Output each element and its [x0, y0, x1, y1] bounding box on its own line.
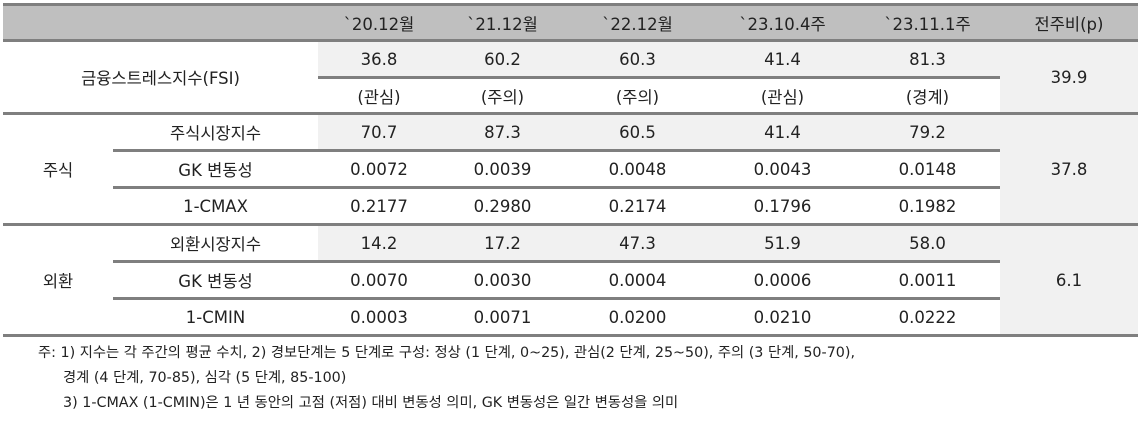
- fsi-value: 60.2: [440, 40, 565, 78]
- cell: 0.0200: [565, 297, 710, 337]
- cell: 0.0210: [710, 297, 855, 337]
- cell: 51.9: [710, 224, 855, 262]
- cell: 0.0148: [855, 149, 1000, 188]
- fsi-value-row: 금융스트레스지수(FSI) 36.8 60.2 60.3 41.4 81.3 3…: [3, 40, 1138, 115]
- header-col-23104: `23.10.4주: [710, 3, 855, 42]
- financial-stress-index-table: `20.12월 `21.12월 `22.12월 `23.10.4주 `23.11…: [3, 3, 1138, 337]
- fsi-level: (주의): [440, 76, 565, 115]
- cell: 41.4: [710, 113, 855, 151]
- fsi-value: 81.3: [855, 40, 1000, 78]
- cell: 0.0048: [565, 149, 710, 188]
- cell: 70.7: [318, 113, 440, 151]
- cell: 0.0072: [318, 149, 440, 188]
- row-label: 외환시장지수: [169, 235, 262, 254]
- row-label: 1-CMIN: [113, 297, 318, 337]
- cell: 47.3: [565, 224, 710, 262]
- header-col-2012: `20.12월: [318, 3, 440, 42]
- cell: 0.0006: [710, 260, 855, 299]
- row-label: GK 변동성: [113, 260, 318, 299]
- fsi-level: (주의): [565, 76, 710, 115]
- stock-gk-row: GK 변동성 0.0072 0.0039 0.0048 0.0043 0.014…: [3, 149, 1138, 188]
- fsi-label: 금융스트레스지수(FSI): [3, 40, 318, 115]
- fx-section-label: 외환: [3, 224, 113, 337]
- cell: 0.0011: [855, 260, 1000, 299]
- cell: 0.1982: [855, 186, 1000, 226]
- cell: 0.0070: [318, 260, 440, 299]
- fx-gk-row: GK 변동성 0.0070 0.0030 0.0004 0.0006 0.001…: [3, 260, 1138, 299]
- cell: 79.2: [855, 113, 1000, 151]
- header-col-23111: `23.11.1주: [855, 3, 1000, 42]
- cell: 0.2177: [318, 186, 440, 226]
- cell: 58.0: [855, 224, 1000, 262]
- cell: 0.2174: [565, 186, 710, 226]
- cell: 0.0003: [318, 297, 440, 337]
- header-col-change: 전주비(p): [1000, 3, 1138, 42]
- cell: 0.0071: [440, 297, 565, 337]
- cell: 87.3: [440, 113, 565, 151]
- stock-section-label: 주식: [3, 113, 113, 226]
- cell: 0.0004: [565, 260, 710, 299]
- cell: 0.1796: [710, 186, 855, 226]
- fx-cmin-row: 1-CMIN 0.0003 0.0071 0.0200 0.0210 0.022…: [3, 297, 1138, 337]
- cell: 0.0030: [440, 260, 565, 299]
- fsi-level-row: (관심) (주의) (주의) (관심) (경계): [3, 76, 1138, 115]
- footnotes: 주: 1) 지수는 각 주간의 평균 수치, 2) 경보단계는 5 단계로 구성…: [38, 341, 855, 416]
- header-col-2112: `21.12월: [440, 3, 565, 42]
- stock-change: 37.8: [1000, 113, 1138, 226]
- footnote-line-1: 주: 1) 지수는 각 주간의 평균 수치, 2) 경보단계는 5 단계로 구성…: [38, 345, 856, 361]
- header-row: `20.12월 `21.12월 `22.12월 `23.10.4주 `23.11…: [3, 3, 1138, 42]
- fsi-level: (관심): [710, 76, 855, 115]
- fx-index-row: 외환 외환시장지수 14.2 17.2 47.3 51.9 58.0 6.1: [3, 224, 1138, 337]
- row-label: GK 변동성: [113, 149, 318, 188]
- cell: 14.2: [318, 224, 440, 262]
- cell: 60.5: [565, 113, 710, 151]
- fsi-value: 60.3: [565, 40, 710, 78]
- fsi-value: 36.8: [318, 40, 440, 78]
- stock-cmax-row: 1-CMAX 0.2177 0.2980 0.2174 0.1796 0.198…: [3, 186, 1138, 226]
- fsi-level: (관심): [318, 76, 440, 115]
- cell: 0.0043: [710, 149, 855, 188]
- cell: 0.2980: [440, 186, 565, 226]
- row-label: 1-CMAX: [113, 186, 318, 226]
- cell: 0.0039: [440, 149, 565, 188]
- cell: 0.0222: [855, 297, 1000, 337]
- header-blank: [3, 3, 318, 42]
- fx-change: 6.1: [1000, 224, 1138, 337]
- header-col-2212: `22.12월: [565, 3, 710, 42]
- fsi-value: 41.4: [710, 40, 855, 78]
- stock-index-row: 주식 주식시장지수 70.7 87.3 60.5 41.4 79.2 37.8: [3, 113, 1138, 226]
- fsi-change: 39.9: [1000, 40, 1138, 115]
- row-label: 주식시장지수: [169, 124, 262, 143]
- footnote-line-3: 3) 1-CMAX (1-CMIN)은 1 년 동안의 고점 (저점) 대비 변…: [63, 395, 679, 411]
- cell: 17.2: [440, 224, 565, 262]
- fsi-level: (경계): [855, 76, 1000, 115]
- footnote-line-2: 경계 (4 단계, 70-85), 심각 (5 단계, 85-100): [63, 370, 347, 386]
